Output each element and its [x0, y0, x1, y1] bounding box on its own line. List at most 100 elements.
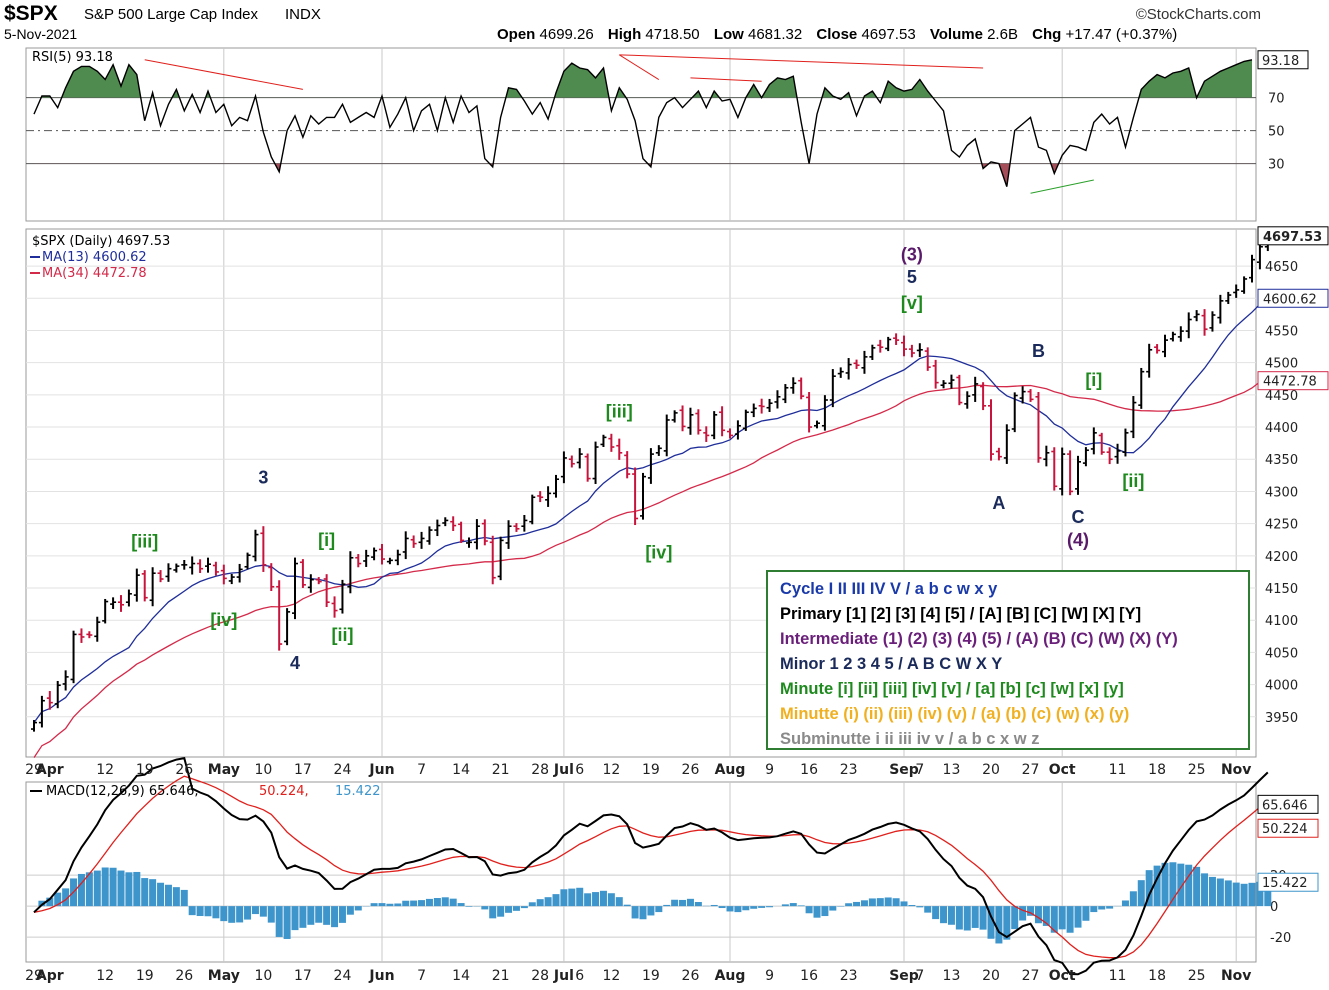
wave-label: [iv] — [210, 610, 237, 630]
date-label: 7 — [417, 762, 426, 778]
macd-hist-bar — [631, 906, 639, 919]
price-label: $SPX (Daily) 4697.53 — [32, 234, 170, 249]
macd-hist-bar — [995, 906, 1003, 944]
macd-hist-bar — [1042, 906, 1050, 926]
macd-hist-bar — [465, 906, 473, 907]
date-label: 25 — [1188, 968, 1206, 984]
date-label: 17 — [294, 762, 312, 778]
date-label: 19 — [136, 968, 154, 984]
price-tick-4550: 4550 — [1265, 324, 1298, 339]
ma34-line — [33, 374, 1269, 758]
macd-hist-bar — [829, 906, 837, 911]
macd-hist-bar — [402, 900, 410, 907]
macd-hist-bar — [1098, 906, 1106, 910]
macd-hist-bar — [908, 905, 916, 907]
wave-label: C — [1072, 507, 1085, 527]
date-label: Jul — [553, 762, 574, 778]
macd-hist-bar — [576, 887, 584, 907]
macd-hist-bar — [1145, 870, 1153, 907]
macd-hist-bar — [1034, 906, 1042, 924]
macd-hist-bar — [710, 904, 718, 907]
macd-hist-bar — [544, 897, 552, 907]
low-label: Low — [713, 26, 744, 43]
date-label: 25 — [1188, 762, 1206, 778]
rsi-overbought-fill — [41, 59, 1252, 98]
macd-hist-bar — [1264, 881, 1272, 907]
date-label: Jun — [368, 762, 394, 778]
macd-hist-bar — [947, 906, 955, 925]
date-label: 10 — [254, 762, 272, 778]
volume-label: Volume — [929, 26, 983, 43]
ohlc-summary: Open 4699.26 High 4718.50 Low 4681.32 Cl… — [497, 26, 1187, 43]
macd-frame — [25, 781, 1257, 963]
macd-hist-bar — [481, 906, 489, 910]
price-tick-4050: 4050 — [1265, 646, 1298, 661]
macd-hist-bar — [560, 889, 568, 907]
date-label: May — [208, 762, 240, 778]
macd-tick--20: -20 — [1270, 931, 1291, 946]
rsi-tick-50: 50 — [1268, 125, 1285, 140]
date-label: Jun — [368, 968, 394, 984]
macd-hist-bar — [584, 893, 592, 907]
price-frame — [25, 228, 1257, 758]
macd-hist-bar — [370, 903, 378, 907]
date-label: 14 — [452, 968, 470, 984]
price-tick-4150: 4150 — [1265, 582, 1298, 597]
macd-panel: -20 0 20 65.646 50.224 15.422 MACD(12,26,9) 65… — [25, 757, 1319, 976]
open-value: 4699.26 — [539, 26, 594, 43]
macd-hist-bar — [164, 884, 172, 907]
macd-hist-bar — [884, 897, 892, 907]
macd-hist-bar — [1193, 866, 1201, 907]
date-label: 26 — [682, 968, 700, 984]
macd-hist-bar — [971, 906, 979, 928]
rsi-trendline — [619, 54, 984, 69]
date-label: 24 — [334, 762, 352, 778]
macd-hist-bar — [1129, 891, 1137, 907]
macd-hist-bar — [441, 897, 449, 907]
price-tick-4650: 4650 — [1265, 260, 1298, 275]
date-label: 11 — [1109, 762, 1127, 778]
macd-last-value-2: 15.422 — [1262, 876, 1308, 891]
macd-hist-bar — [987, 906, 995, 939]
macd-hist-bar — [734, 906, 742, 913]
wave-label: [ii] — [1122, 471, 1144, 491]
macd-last-box-2 — [1257, 872, 1319, 892]
date-label: 21 — [492, 762, 510, 778]
wave-label: [iv] — [645, 542, 672, 562]
symbol-title: $SPX — [4, 2, 58, 25]
macd-hist-bar — [647, 906, 655, 916]
low-value: 4681.32 — [748, 26, 803, 43]
wave-label: B — [1032, 341, 1045, 361]
date-label: 19 — [136, 762, 154, 778]
high-value: 4718.50 — [645, 26, 700, 43]
price-last-box-0 — [1257, 226, 1329, 246]
macd-hist-bar — [750, 906, 758, 909]
macd-hist-bar — [236, 906, 244, 923]
date-label: 26 — [175, 968, 193, 984]
date-label: Nov — [1221, 968, 1251, 984]
macd-signal-label: 50.224, — [259, 784, 309, 799]
macd-hist-bar — [1058, 906, 1066, 930]
wave-label: 5 — [907, 267, 917, 287]
macd-hist-bar — [623, 904, 631, 907]
rsi-label: RSI(5) 93.18 — [32, 50, 113, 65]
rsi-line — [33, 59, 1253, 187]
price-last-box-2 — [1257, 371, 1329, 391]
macd-hist-bar — [46, 897, 54, 907]
macd-hist-bar — [125, 872, 133, 907]
date-label: 16 — [800, 968, 818, 984]
high-label: High — [607, 26, 642, 43]
macd-hist-bar — [789, 903, 797, 907]
macd-hist-bar — [425, 898, 433, 907]
macd-hist-bar — [1240, 883, 1248, 907]
macd-hist-bar — [77, 873, 85, 907]
macd-hist-bar — [62, 888, 70, 907]
date-label: Jul — [553, 968, 574, 984]
date-label: 28 — [531, 968, 549, 984]
macd-hist-bar — [758, 906, 766, 908]
macd-hist-bar — [315, 906, 323, 923]
macd-hist-bar — [663, 904, 671, 907]
date-label: 23 — [840, 762, 858, 778]
macd-hist-bar — [133, 871, 141, 907]
